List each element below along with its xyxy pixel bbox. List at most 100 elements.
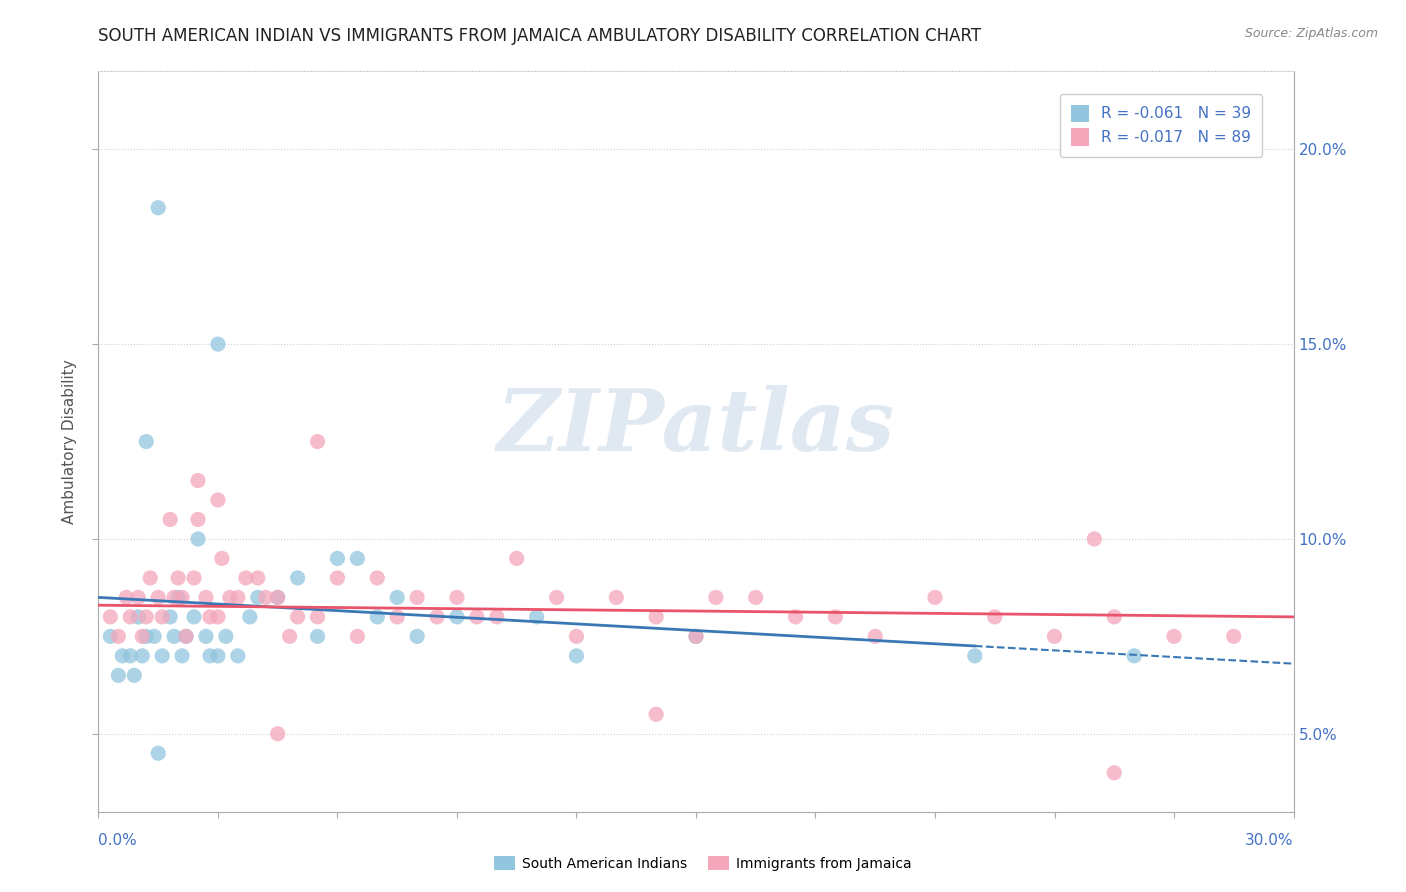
Point xyxy=(135,434,157,449)
Point xyxy=(187,532,209,546)
Point xyxy=(645,610,668,624)
Point xyxy=(406,591,429,605)
Point xyxy=(446,591,468,605)
Point xyxy=(1104,610,1126,624)
Point xyxy=(127,591,149,605)
Point xyxy=(195,591,218,605)
Point xyxy=(131,629,153,643)
Point xyxy=(135,629,157,643)
Point xyxy=(198,610,221,624)
Point xyxy=(446,610,468,624)
Point xyxy=(1043,629,1066,643)
Point xyxy=(824,610,846,624)
Point xyxy=(115,591,138,605)
Point xyxy=(605,591,627,605)
Point xyxy=(163,591,186,605)
Point xyxy=(406,629,429,643)
Point xyxy=(174,629,197,643)
Point xyxy=(267,591,290,605)
Point xyxy=(111,648,134,663)
Point xyxy=(546,591,568,605)
Point xyxy=(172,648,194,663)
Point xyxy=(963,648,986,663)
Point xyxy=(465,610,488,624)
Point xyxy=(246,591,269,605)
Point xyxy=(226,648,249,663)
Point xyxy=(366,571,388,585)
Text: SOUTH AMERICAN INDIAN VS IMMIGRANTS FROM JAMAICA AMBULATORY DISABILITY CORRELATI: SOUTH AMERICAN INDIAN VS IMMIGRANTS FROM… xyxy=(98,27,981,45)
Point xyxy=(187,474,209,488)
Point xyxy=(226,591,249,605)
Point xyxy=(254,591,277,605)
Y-axis label: Ambulatory Disability: Ambulatory Disability xyxy=(62,359,77,524)
Point xyxy=(187,512,209,526)
Point xyxy=(1104,765,1126,780)
Point xyxy=(485,610,508,624)
Point xyxy=(207,337,229,351)
Point xyxy=(107,629,129,643)
Point xyxy=(385,610,409,624)
Point xyxy=(745,591,768,605)
Point xyxy=(219,591,242,605)
Point xyxy=(506,551,529,566)
Point xyxy=(287,610,309,624)
Point xyxy=(704,591,727,605)
Point xyxy=(124,668,146,682)
Point xyxy=(207,610,229,624)
Legend: South American Indians, Immigrants from Jamaica: South American Indians, Immigrants from … xyxy=(489,850,917,876)
Point xyxy=(150,648,173,663)
Point xyxy=(526,610,548,624)
Point xyxy=(278,629,301,643)
Point xyxy=(150,610,173,624)
Point xyxy=(198,648,221,663)
Point xyxy=(148,201,170,215)
Legend: R = -0.061   N = 39, R = -0.017   N = 89: R = -0.061 N = 39, R = -0.017 N = 89 xyxy=(1060,94,1263,157)
Point xyxy=(565,629,588,643)
Point xyxy=(326,551,349,566)
Point xyxy=(159,512,181,526)
Point xyxy=(195,629,218,643)
Point xyxy=(167,591,190,605)
Point xyxy=(107,668,129,682)
Point xyxy=(159,610,181,624)
Point xyxy=(287,571,309,585)
Point xyxy=(239,610,262,624)
Point xyxy=(984,610,1007,624)
Point xyxy=(167,571,190,585)
Point xyxy=(685,629,707,643)
Point xyxy=(174,629,197,643)
Point xyxy=(1223,629,1246,643)
Point xyxy=(565,648,588,663)
Point xyxy=(143,629,166,643)
Point xyxy=(924,591,946,605)
Point xyxy=(131,648,153,663)
Point xyxy=(346,629,368,643)
Point xyxy=(645,707,668,722)
Point xyxy=(246,571,269,585)
Point xyxy=(207,648,229,663)
Point xyxy=(1083,532,1105,546)
Point xyxy=(127,610,149,624)
Point xyxy=(139,571,162,585)
Point xyxy=(235,571,257,585)
Point xyxy=(183,610,205,624)
Point xyxy=(307,610,329,624)
Point xyxy=(865,629,887,643)
Point xyxy=(211,551,233,566)
Point xyxy=(215,629,238,643)
Point xyxy=(135,610,157,624)
Point xyxy=(685,629,707,643)
Point xyxy=(307,434,329,449)
Point xyxy=(426,610,449,624)
Point xyxy=(98,629,122,643)
Point xyxy=(163,629,186,643)
Point xyxy=(172,591,194,605)
Point xyxy=(1163,629,1185,643)
Point xyxy=(267,591,290,605)
Text: 0.0%: 0.0% xyxy=(98,833,138,848)
Point xyxy=(120,610,142,624)
Point xyxy=(326,571,349,585)
Point xyxy=(307,629,329,643)
Point xyxy=(267,727,290,741)
Text: Source: ZipAtlas.com: Source: ZipAtlas.com xyxy=(1244,27,1378,40)
